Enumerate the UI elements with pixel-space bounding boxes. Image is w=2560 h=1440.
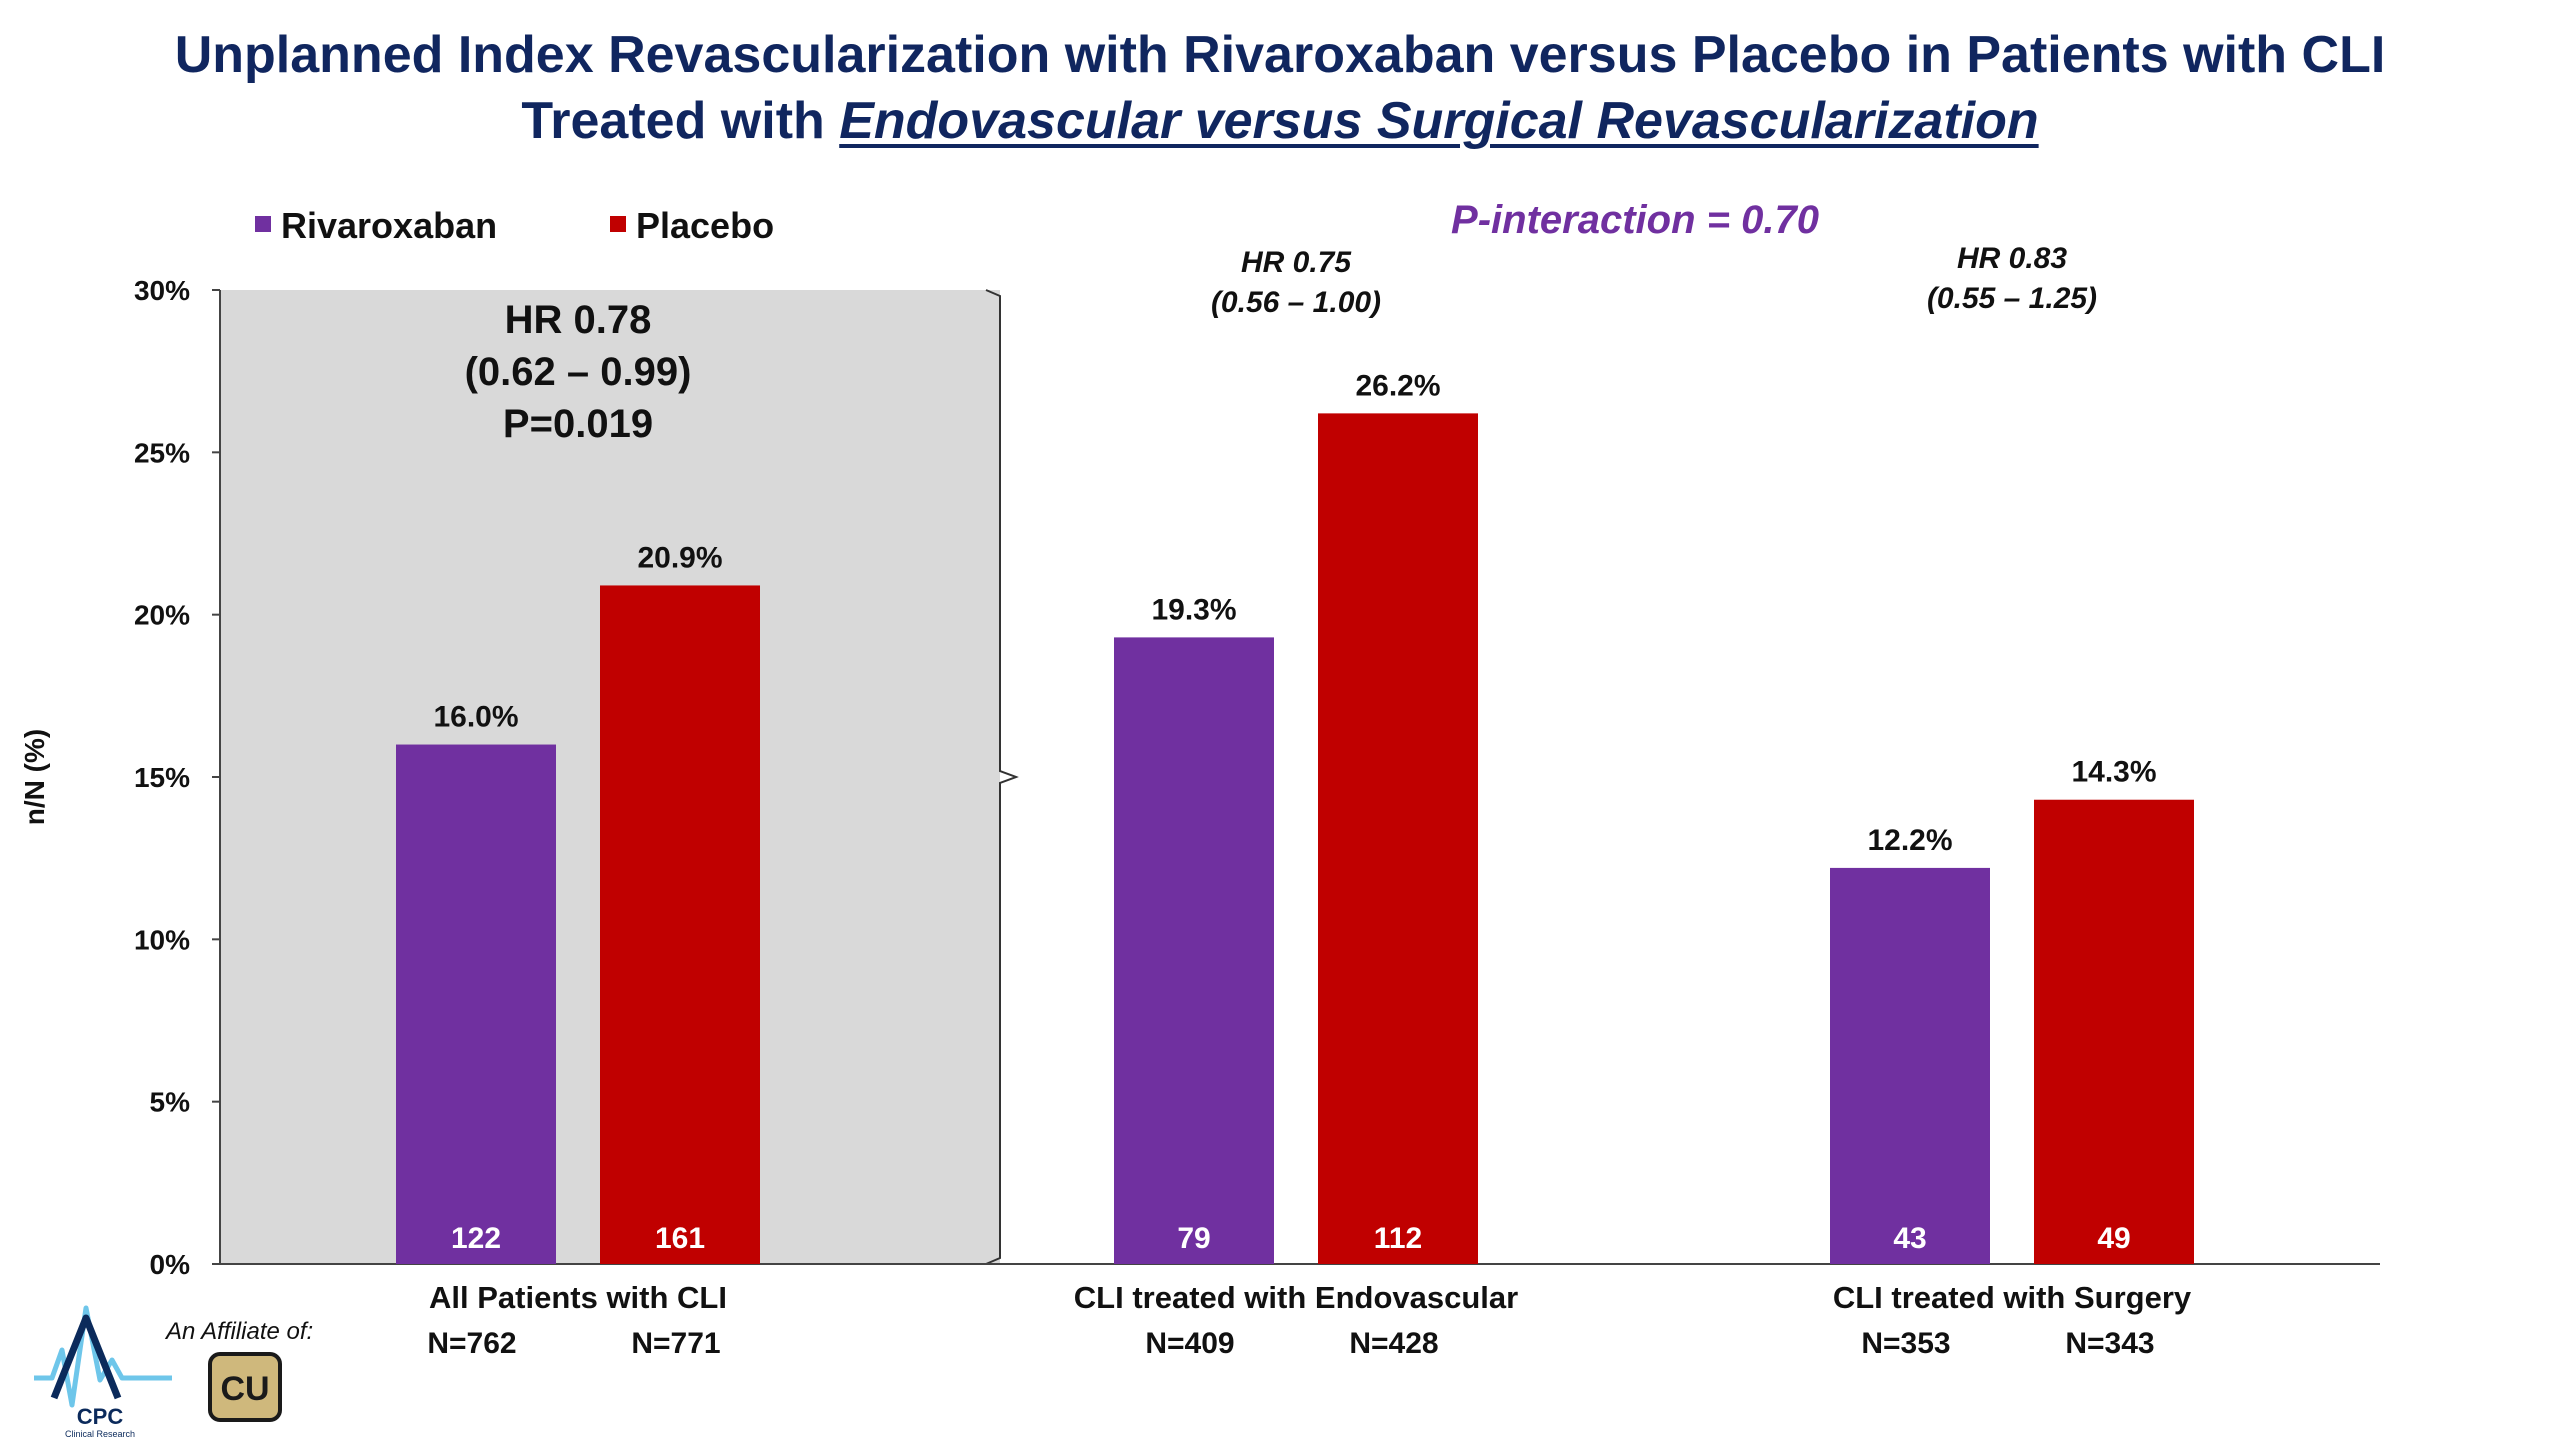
cpc-logo-mountain-icon: [34, 1305, 172, 1408]
p-interaction-label: P-interaction = 0.70: [1451, 198, 1819, 242]
hr-annotation-line: (0.55 – 1.25): [1927, 282, 2097, 315]
bar-n-label: N=353: [1861, 1327, 1950, 1360]
legend-label-rivaroxaban: Rivaroxaban: [281, 205, 497, 246]
category-label: CLI treated with Surgery: [1833, 1280, 2192, 1315]
title-line-2-prefix: Treated with: [521, 92, 840, 150]
bar-count-label: 161: [655, 1222, 705, 1255]
bar-n-label: N=771: [631, 1327, 720, 1360]
y-tick-label: 0%: [150, 1249, 191, 1280]
bar-count-label: 122: [451, 1222, 501, 1255]
y-tick-label: 10%: [134, 924, 190, 955]
bar-n-label: N=428: [1349, 1327, 1438, 1360]
slide-title: Unplanned Index Revascularization with R…: [0, 22, 2560, 154]
category-label: All Patients with CLI: [429, 1280, 727, 1315]
bar-n-label: N=762: [427, 1327, 516, 1360]
hr-annotation-line: P=0.019: [503, 402, 653, 446]
y-axis-label: n/N (%): [19, 729, 50, 825]
y-tick-label: 15%: [134, 762, 190, 793]
bar-value-label: 20.9%: [637, 541, 722, 574]
bar-rivaroxaban: [1830, 867, 1990, 1264]
title-line-2-emphasis: Endovascular versus Surgical Revasculari…: [839, 92, 2039, 150]
hr-annotation-line: (0.56 – 1.00): [1211, 286, 1381, 319]
bar-placebo: [2034, 799, 2194, 1264]
cpc-logo-peak-icon: [50, 1314, 122, 1400]
bar-placebo: [1318, 413, 1478, 1265]
bar-placebo: [600, 585, 760, 1264]
hr-annotation-line: HR 0.83: [1957, 242, 2067, 275]
hr-annotation-line: (0.62 – 0.99): [465, 350, 692, 394]
bar-count-label: 79: [1177, 1222, 1210, 1255]
bar-rivaroxaban: [396, 744, 556, 1264]
bar-n-label: N=409: [1145, 1327, 1234, 1360]
bar-n-label: N=343: [2065, 1327, 2154, 1360]
title-line-1: Unplanned Index Revascularization with R…: [174, 26, 2386, 84]
highlight-bracket: [985, 289, 1019, 1265]
hr-annotation-line: HR 0.78: [505, 298, 652, 342]
cu-logo-text: CU: [220, 1370, 269, 1408]
y-tick-label: 25%: [134, 437, 190, 468]
cpc-logo: CPC Clinical Research: [34, 1305, 172, 1439]
y-tick-label: 20%: [134, 600, 190, 631]
bar-count-label: 43: [1893, 1222, 1926, 1255]
y-tick-label: 30%: [134, 275, 190, 306]
affiliate-text: An Affiliate of:: [166, 1318, 314, 1345]
bar-value-label: 26.2%: [1355, 369, 1440, 402]
cpc-logo-text: CPC: [77, 1404, 124, 1429]
y-tick-label: 5%: [150, 1087, 191, 1118]
legend-label-placebo: Placebo: [636, 205, 774, 246]
bar-count-label: 112: [1374, 1222, 1422, 1255]
bar-value-label: 16.0%: [433, 701, 518, 734]
bar-value-label: 19.3%: [1151, 593, 1236, 626]
bar-rivaroxaban: [1114, 637, 1274, 1264]
legend-swatch-rivaroxaban: [255, 216, 271, 232]
cpc-logo-subtext: Clinical Research: [65, 1429, 135, 1439]
category-label: CLI treated with Endovascular: [1074, 1280, 1518, 1315]
cu-logo: CU: [208, 1352, 282, 1422]
title-line-2: Treated with Endovascular versus Surgica…: [0, 88, 2560, 154]
bar-count-label: 49: [2097, 1222, 2130, 1255]
bar-value-label: 14.3%: [2071, 756, 2156, 789]
hr-annotation-line: HR 0.75: [1241, 246, 1352, 279]
bar-value-label: 12.2%: [1867, 824, 1952, 857]
legend-swatch-placebo: [610, 216, 626, 232]
